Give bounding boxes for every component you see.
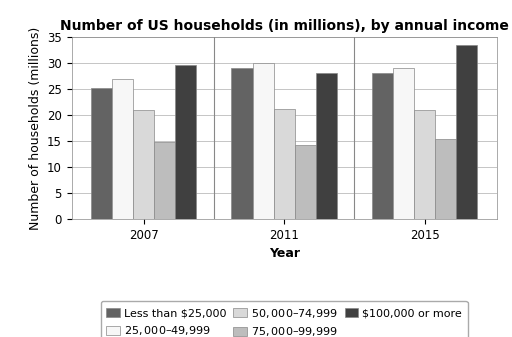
Y-axis label: Number of households (millions): Number of households (millions)	[29, 26, 41, 230]
Title: Number of US households (in millions), by annual income: Number of US households (in millions), b…	[60, 19, 508, 33]
Bar	[252, 63, 273, 219]
Bar	[372, 73, 393, 219]
Bar	[154, 142, 175, 219]
Bar	[393, 68, 414, 219]
Bar	[414, 110, 435, 219]
Bar	[456, 45, 477, 219]
Bar	[91, 88, 112, 219]
Bar	[273, 109, 295, 219]
Bar	[112, 79, 133, 219]
Bar	[316, 73, 337, 219]
Bar	[295, 145, 316, 219]
X-axis label: Year: Year	[269, 247, 300, 260]
Bar	[435, 140, 456, 219]
Legend: Less than $25,000, $25,000–$49,999, $50,000–$74,999, $75,000–$99,999, $100,000 o: Less than $25,000, $25,000–$49,999, $50,…	[101, 301, 467, 337]
Bar	[133, 110, 154, 219]
Bar	[231, 68, 252, 219]
Bar	[175, 65, 197, 219]
